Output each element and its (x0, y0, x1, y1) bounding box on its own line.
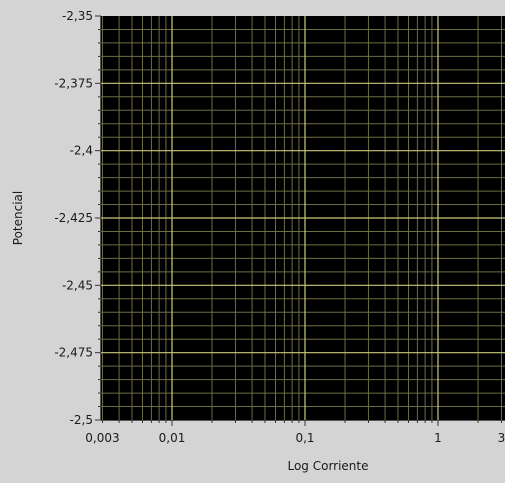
x-tick-label: 0,1 (295, 431, 314, 445)
y-tick-label: -2,45 (62, 278, 93, 292)
y-tick-label: -2,5 (70, 413, 93, 427)
x-tick-label: 3 (498, 431, 505, 445)
x-axis: 0,003 0,01 0,1 1 3 (85, 420, 505, 445)
x-axis-title: Log Corriente (287, 459, 368, 473)
x-tick-label: 1 (434, 431, 442, 445)
y-tick-label: -2,35 (62, 9, 93, 23)
y-tick-label: -2,375 (54, 76, 93, 90)
major-horizontal-gridlines (101, 82, 505, 354)
x-tick-label: 0,01 (159, 431, 186, 445)
y-axis: -2,35 -2,375 -2,4 -2,425 -2,45 -2,475 -2,5 (54, 9, 101, 427)
y-tick-label: -2,4 (70, 144, 93, 158)
y-tick-label: -2,425 (54, 211, 93, 225)
y-axis-title: Potencial (11, 191, 25, 245)
x-tick-label: 0,003 (85, 431, 119, 445)
y-tick-label: -2,475 (54, 346, 93, 360)
